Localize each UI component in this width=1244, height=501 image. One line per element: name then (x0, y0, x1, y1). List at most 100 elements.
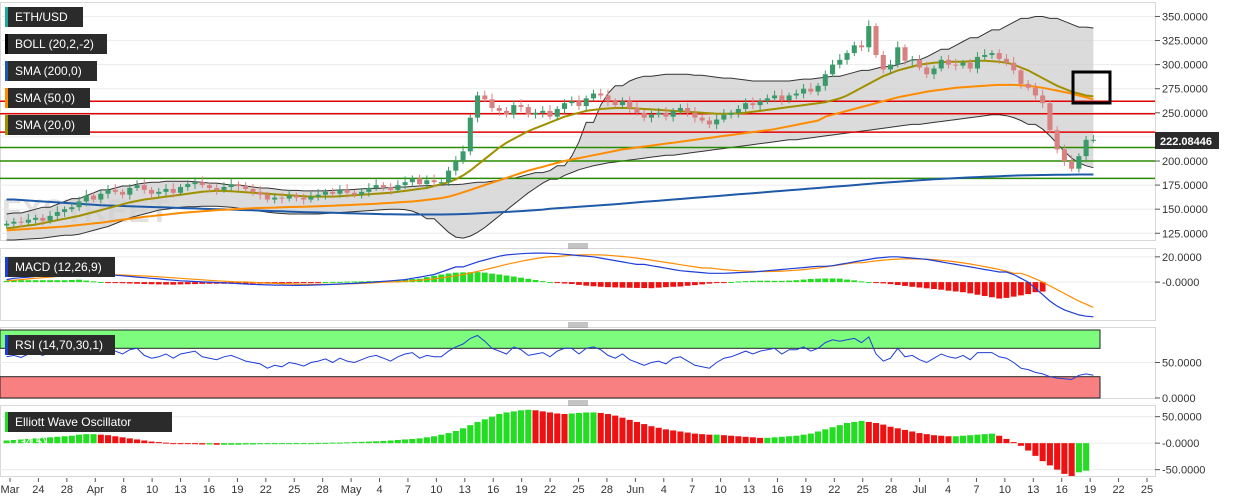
macd-histogram-bar (663, 282, 669, 288)
candle-body (446, 170, 452, 183)
candle-body (301, 197, 307, 200)
macd-histogram-bar (68, 279, 75, 283)
legend-ethusd[interactable]: ETH/USD (5, 7, 83, 27)
ewo-histogram-bar (793, 435, 800, 444)
macd-histogram-bar (105, 282, 111, 284)
y-tick-label: 275.0000 (1162, 84, 1208, 96)
ewo-histogram-bar (460, 428, 467, 444)
ewo-histogram-bar (742, 436, 749, 444)
macd-histogram-bar (706, 282, 713, 284)
macd-histogram-bar (90, 281, 97, 283)
ewo-histogram-bar (648, 426, 655, 444)
candle-body (25, 219, 31, 223)
y-tick-label: 150.0000 (1162, 204, 1208, 216)
macd-histogram-bar (931, 282, 937, 290)
x-tick-label: 22 (544, 484, 556, 496)
macd-histogram-bar (902, 282, 908, 286)
candle-body (148, 189, 155, 194)
sma-50-line (6, 83, 1094, 232)
ewo-histogram-bar (1032, 443, 1039, 456)
macd-histogram-bar (699, 282, 706, 285)
macd-histogram-bar (713, 282, 720, 284)
ewo-histogram-bar (235, 443, 242, 445)
macd-histogram-bar (83, 280, 90, 283)
candle-body (989, 53, 995, 55)
macd-histogram-bar (561, 282, 568, 284)
ewo-histogram-bar (938, 435, 945, 444)
ewo-histogram-bar (257, 443, 264, 445)
legend-ewo[interactable]: Elliott Wave Oscillator (34,5) (5, 412, 172, 449)
macd-histogram-bar (981, 282, 988, 296)
candle-body (1040, 95, 1046, 104)
legend-sma-20[interactable]: SMA (20,0) (5, 115, 90, 135)
ewo-histogram-bar (539, 411, 546, 444)
candle-body (757, 101, 763, 106)
ewo-histogram-bar (83, 434, 90, 444)
macd-histogram-bar (61, 280, 68, 283)
candle-body (503, 110, 510, 115)
candle-body (11, 221, 17, 224)
ewo-histogram-bar (510, 411, 517, 444)
candle-body (235, 184, 241, 187)
ewo-histogram-bar (286, 443, 293, 445)
ewo-histogram-bar (293, 443, 300, 445)
x-tick-label: 19 (231, 484, 243, 496)
legend-sma-50[interactable]: SMA (50,0) (5, 88, 90, 108)
candle-body (880, 54, 886, 70)
candle-body (47, 215, 53, 221)
candle-body (243, 186, 249, 189)
macd-histogram-bar (684, 282, 691, 286)
macd-histogram-bar (445, 273, 452, 283)
candle-body (54, 212, 60, 216)
macd-histogram-bar (771, 280, 778, 283)
ewo-histogram-bar (851, 421, 858, 444)
ewo-histogram-bar (771, 437, 778, 444)
macd-histogram-bar (844, 279, 850, 283)
x-tick-label: 16 (771, 484, 783, 496)
x-tick-label: 19 (800, 484, 812, 496)
macd-histogram-bar (452, 272, 459, 283)
candle-body (822, 74, 828, 86)
candle-body (677, 107, 683, 111)
y-tick-label: 300.0000 (1162, 60, 1208, 72)
ewo-histogram-bar (967, 435, 974, 444)
candle-body (967, 62, 973, 69)
candle-body (1054, 130, 1060, 150)
candle-body (648, 114, 654, 118)
legend-swatch (5, 257, 8, 277)
ewo-histogram-bar (68, 435, 75, 444)
x-tick-label: Jul (913, 484, 927, 496)
candle-body (938, 59, 944, 69)
legend-rsi[interactable]: RSI (14,70,30,1) (5, 335, 115, 355)
ewo-histogram-bar (322, 442, 329, 444)
candle-body (851, 45, 857, 54)
x-tick-label: 7 (973, 484, 979, 496)
ewo-histogram-bar (525, 409, 532, 444)
candle-body (337, 189, 343, 194)
macd-histogram-bar (474, 272, 481, 283)
ewo-histogram-bar (836, 425, 843, 444)
ewo-histogram-bar (590, 412, 597, 444)
legend-sma-200[interactable]: SMA (200,0) (5, 61, 97, 81)
macd-histogram-bar (489, 273, 495, 283)
macd-histogram-bar (394, 280, 401, 283)
legend-label: RSI (14,70,30,1) (15, 338, 104, 352)
candle-body (576, 101, 582, 107)
macd-histogram-bar (648, 282, 655, 289)
ewo-histogram-bar (467, 425, 474, 444)
macd-histogram-bar (235, 282, 242, 284)
ewo-histogram-bar (1046, 443, 1053, 466)
legend-boll[interactable]: BOLL (20,2,-2) (5, 34, 107, 54)
ewo-histogram-bar (1083, 443, 1090, 471)
candle-body (656, 112, 662, 115)
ewo-histogram-bar (909, 431, 916, 444)
ewo-histogram-bar (445, 433, 452, 444)
ewo-histogram-bar (148, 441, 155, 444)
macd-histogram-bar (634, 282, 640, 288)
macd-histogram-bar (597, 282, 604, 287)
highlight-box (1071, 70, 1112, 105)
candle-body (475, 95, 481, 118)
macd-histogram-bar (300, 282, 307, 284)
macd-histogram-bar (619, 282, 626, 288)
legend-macd[interactable]: MACD (12,26,9) (5, 257, 115, 277)
